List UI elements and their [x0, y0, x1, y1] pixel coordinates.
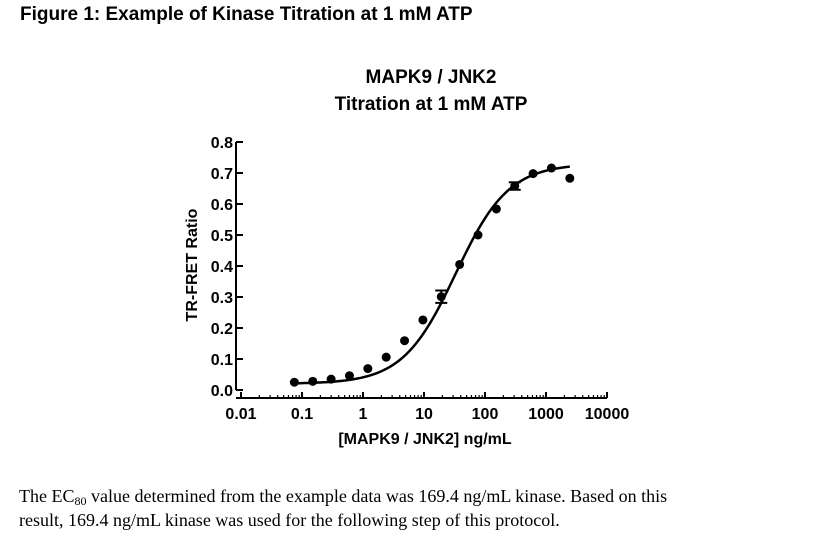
y-tick-label: 0.0 [211, 383, 233, 400]
data-point [546, 163, 556, 173]
x-tick-label: 0.1 [291, 406, 313, 423]
caption-subscript: 80 [74, 494, 87, 508]
caption-prefix: The EC [19, 486, 75, 506]
y-tick-label: 0.8 [211, 135, 233, 152]
x-tick-label: 1000 [528, 406, 564, 423]
fit-curve-layer [294, 165, 570, 385]
data-point [436, 292, 446, 302]
data-point [528, 169, 538, 179]
caption-line-1: The EC80 value determined from the examp… [19, 484, 834, 508]
x-tick-label: 10000 [585, 406, 630, 423]
data-point [381, 352, 391, 362]
y-axis-label: TR-FRET Ratio [184, 208, 201, 321]
data-point [308, 376, 318, 386]
y-tick-label: 0.5 [211, 228, 233, 245]
data-point [510, 181, 520, 191]
data-points-layer [289, 163, 575, 387]
data-point [455, 259, 465, 269]
y-tick-label: 0.3 [211, 290, 233, 307]
x-tick-label: 0.01 [225, 406, 256, 423]
data-point [326, 374, 336, 384]
data-point [565, 173, 575, 183]
x-tick-label: 10 [415, 406, 433, 423]
data-point [363, 364, 373, 374]
caption-line-2: result, 169.4 ng/mL kinase was used for … [19, 510, 560, 530]
figure-heading: Figure 1: Example of Kinase Titration at… [20, 4, 473, 25]
x-axis-label: [MAPK9 / JNK2] ng/mL [338, 431, 512, 448]
fit-curve-line [294, 165, 570, 385]
data-point [289, 377, 299, 387]
chart-subtitle: Titration at 1 mM ATP [335, 94, 528, 115]
data-point [344, 371, 354, 381]
data-point [400, 336, 410, 346]
x-tick-label: 100 [472, 406, 499, 423]
data-point [418, 315, 428, 325]
chart: MAPK9 / JNK2 Titration at 1 mM ATP [MAPK… [184, 67, 630, 448]
y-tick-label: 0.4 [211, 259, 233, 276]
y-tick-label: 0.2 [211, 321, 233, 338]
x-tick-label: 1 [359, 406, 368, 423]
y-tick-label: 0.6 [211, 197, 233, 214]
axes: 0.0 0.1 0.2 0.3 0.4 0.5 0.6 0.7 0.8 0.01 0.1 1 10 100… [211, 135, 630, 423]
data-point [491, 204, 501, 214]
y-tick-label: 0.7 [211, 166, 233, 183]
chart-title: MAPK9 / JNK2 [366, 67, 497, 88]
caption: The EC80 value determined from the examp… [19, 484, 834, 532]
caption-line-1-rest: value determined from the example data w… [86, 486, 668, 506]
y-tick-label: 0.1 [211, 352, 233, 369]
data-point [473, 230, 483, 240]
